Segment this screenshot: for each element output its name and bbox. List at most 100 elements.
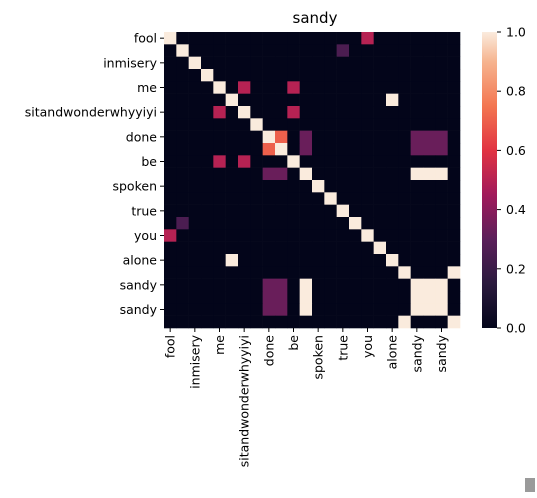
- heatmap-cell: [435, 32, 448, 45]
- heatmap-cell: [299, 32, 313, 45]
- heatmap-cell: [275, 254, 288, 267]
- heatmap-cell: [201, 93, 214, 107]
- heatmap-cell: [176, 69, 189, 82]
- heatmap-cell: [299, 118, 313, 131]
- y-tick-label: sitandwonderwhyyiyi: [25, 105, 157, 120]
- heatmap-cell: [262, 278, 276, 292]
- heatmap-cell: [336, 130, 350, 144]
- heatmap-cell: [398, 56, 411, 70]
- heatmap-cell: [299, 303, 313, 316]
- heatmap-cell: [287, 266, 300, 279]
- heatmap-cell: [287, 278, 300, 292]
- heatmap-cell: [435, 278, 448, 292]
- heatmap-cell: [213, 106, 226, 119]
- heatmap-cell: [349, 180, 362, 193]
- y-tick-label: be: [141, 154, 157, 169]
- heatmap-cell: [312, 167, 325, 181]
- heatmap-cell: [435, 180, 448, 193]
- heatmap-cell: [447, 93, 461, 107]
- heatmap-cell: [176, 118, 189, 131]
- heatmap-cell: [410, 81, 424, 94]
- heatmap-cell: [386, 278, 399, 292]
- heatmap-cell: [435, 69, 448, 82]
- heatmap-cell: [201, 32, 214, 45]
- heatmap-cell: [262, 241, 276, 255]
- heatmap-cell: [262, 229, 276, 242]
- heatmap-cell: [213, 241, 226, 255]
- heatmap-cell: [312, 44, 325, 57]
- heatmap-cell: [238, 192, 251, 205]
- heatmap-cell: [275, 69, 288, 82]
- heatmap-cell: [386, 254, 399, 267]
- heatmap-cell: [275, 143, 288, 156]
- heatmap-cell: [275, 130, 288, 144]
- heatmap-cell: [188, 32, 202, 45]
- heatmap-cell: [299, 229, 313, 242]
- heatmap-cell: [361, 278, 374, 292]
- heatmap-cell: [213, 155, 226, 168]
- heatmap-cell: [410, 44, 424, 57]
- heatmap-cell: [225, 93, 239, 107]
- heatmap-cells: [164, 32, 461, 329]
- heatmap-cell: [410, 204, 424, 218]
- heatmap-cell: [423, 167, 436, 181]
- heatmap-cell: [238, 241, 251, 255]
- heatmap-cell: [250, 118, 263, 131]
- heatmap-cell: [373, 192, 387, 205]
- heatmap-cell: [201, 106, 214, 119]
- heatmap-cell: [287, 315, 300, 329]
- heatmap-cell: [262, 143, 276, 156]
- heatmap-cell: [287, 143, 300, 156]
- heatmap-cell: [373, 266, 387, 279]
- heatmap-cell: [386, 266, 399, 279]
- heatmap-cell: [324, 266, 337, 279]
- heatmap-cell: [349, 229, 362, 242]
- heatmap-cell: [447, 44, 461, 57]
- heatmap-cell: [447, 278, 461, 292]
- heatmap-cell: [435, 229, 448, 242]
- heatmap-cell: [386, 56, 399, 70]
- heatmap-cell: [188, 130, 202, 144]
- heatmap-cell: [361, 254, 374, 267]
- heatmap-cell: [324, 278, 337, 292]
- heatmap-cell: [213, 44, 226, 57]
- heatmap-cell: [176, 44, 189, 57]
- heatmap-cell: [361, 217, 374, 230]
- heatmap-cell: [275, 241, 288, 255]
- heatmap-cell: [213, 303, 226, 316]
- heatmap-cell: [336, 167, 350, 181]
- heatmap-cell: [398, 291, 411, 304]
- heatmap-cell: [188, 217, 202, 230]
- heatmap-cell: [435, 93, 448, 107]
- heatmap-cell: [435, 167, 448, 181]
- heatmap-cell: [336, 192, 350, 205]
- heatmap-cell: [188, 192, 202, 205]
- heatmap-cell: [176, 241, 189, 255]
- heatmap-cell: [213, 69, 226, 82]
- heatmap-cell: [361, 155, 374, 168]
- heatmap-cell: [447, 106, 461, 119]
- heatmap-cell: [324, 192, 337, 205]
- heatmap-cell: [213, 81, 226, 94]
- heatmap-cell: [361, 315, 374, 329]
- colorbar-tick-label: 0.2: [506, 261, 526, 276]
- heatmap-cell: [410, 93, 424, 107]
- heatmap-cell: [213, 180, 226, 193]
- heatmap-cell: [188, 229, 202, 242]
- heatmap-cell: [176, 291, 189, 304]
- heatmap-cell: [250, 56, 263, 70]
- heatmap-cell: [164, 180, 177, 193]
- heatmap-cell: [410, 118, 424, 131]
- heatmap-cell: [312, 266, 325, 279]
- heatmap-cell: [447, 241, 461, 255]
- heatmap-cell: [324, 167, 337, 181]
- heatmap-cell: [250, 303, 263, 316]
- heatmap-cell: [250, 143, 263, 156]
- y-tick-label: sandy: [120, 277, 158, 292]
- heatmap-cell: [299, 143, 313, 156]
- heatmap-cell: [336, 32, 350, 45]
- heatmap-cell: [312, 303, 325, 316]
- heatmap-cell: [201, 266, 214, 279]
- heatmap-cell: [361, 192, 374, 205]
- heatmap-cell: [238, 291, 251, 304]
